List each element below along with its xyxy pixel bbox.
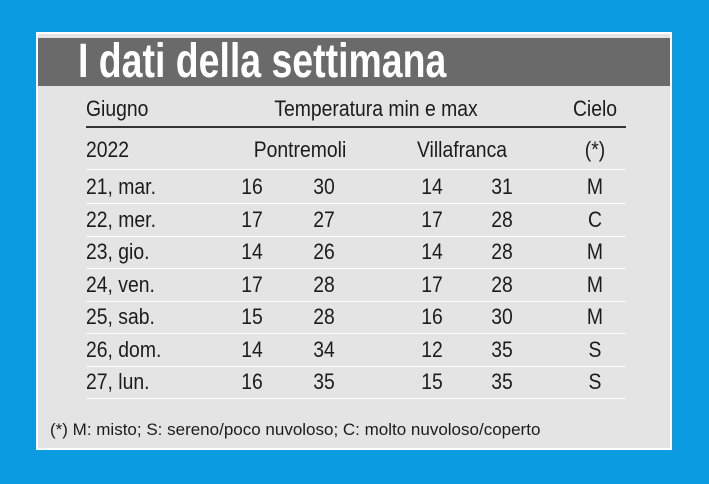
cell: 17 — [421, 206, 443, 232]
cell: 17 — [241, 271, 263, 297]
rule — [86, 169, 626, 170]
cell: 14 — [421, 239, 443, 264]
cell: 28 — [491, 271, 513, 297]
rule — [86, 126, 626, 128]
row-rule — [86, 333, 626, 334]
cell: M — [586, 239, 604, 264]
row-rule — [86, 300, 626, 302]
cell: 14 — [421, 174, 443, 199]
date-cell: 26, dom. — [86, 336, 162, 362]
cell: 17 — [241, 206, 263, 232]
date-cell: 23, gio. — [86, 239, 150, 264]
cell: 12 — [421, 336, 443, 362]
cell: 14 — [241, 239, 263, 264]
cell: 28 — [313, 304, 335, 329]
cell: 14 — [241, 336, 263, 362]
cell: 31 — [491, 174, 513, 199]
footnote: (*) M: misto; S: sereno/poco nuvoloso; C… — [50, 420, 541, 439]
date-cell: 25, sab. — [86, 304, 155, 329]
cell: M — [586, 271, 604, 297]
header-cell: Villafranca — [416, 137, 508, 162]
cell: 15 — [421, 369, 443, 394]
cell: 16 — [421, 304, 443, 329]
cell: 30 — [491, 304, 513, 329]
row-rule — [86, 398, 626, 399]
cell: 16 — [241, 174, 263, 199]
cell: C — [588, 206, 602, 232]
header-cell: Temperatura min e max — [274, 96, 478, 121]
title: I dati della settimana — [78, 35, 447, 88]
cell: S — [588, 369, 602, 394]
cell: 35 — [313, 369, 335, 394]
cell: 17 — [421, 271, 443, 297]
panel: I dati della settimana (*) M: misto; S: … — [36, 32, 672, 450]
date-cell: 27, lun. — [86, 369, 150, 394]
cell: 35 — [491, 336, 513, 362]
cell: 15 — [241, 304, 263, 329]
title-bar: I dati della settimana — [38, 38, 670, 86]
cell: 28 — [313, 271, 335, 297]
row-rule — [86, 365, 626, 367]
header-cell: (*) — [584, 137, 606, 162]
cell: 30 — [313, 174, 335, 199]
cell: 26 — [313, 239, 335, 264]
date-cell: 22, mer. — [86, 206, 156, 232]
cell: 28 — [491, 239, 513, 264]
row-rule — [86, 268, 626, 269]
cell: S — [588, 336, 602, 362]
date-cell: 21, mar. — [86, 174, 156, 199]
header-cell: Giugno — [86, 96, 149, 121]
cell: M — [586, 174, 604, 199]
cell: 16 — [241, 369, 263, 394]
cell: 27 — [313, 206, 335, 232]
header-cell: Pontremoli — [253, 137, 347, 162]
date-cell: 24, ven. — [86, 271, 155, 297]
row-rule — [86, 235, 626, 237]
header-cell: Cielo — [572, 96, 618, 121]
cell: 28 — [491, 206, 513, 232]
cell: 35 — [491, 369, 513, 394]
cell: 34 — [313, 336, 335, 362]
row-rule — [86, 203, 626, 204]
cell: M — [586, 304, 604, 329]
header-cell: 2022 — [86, 137, 130, 162]
